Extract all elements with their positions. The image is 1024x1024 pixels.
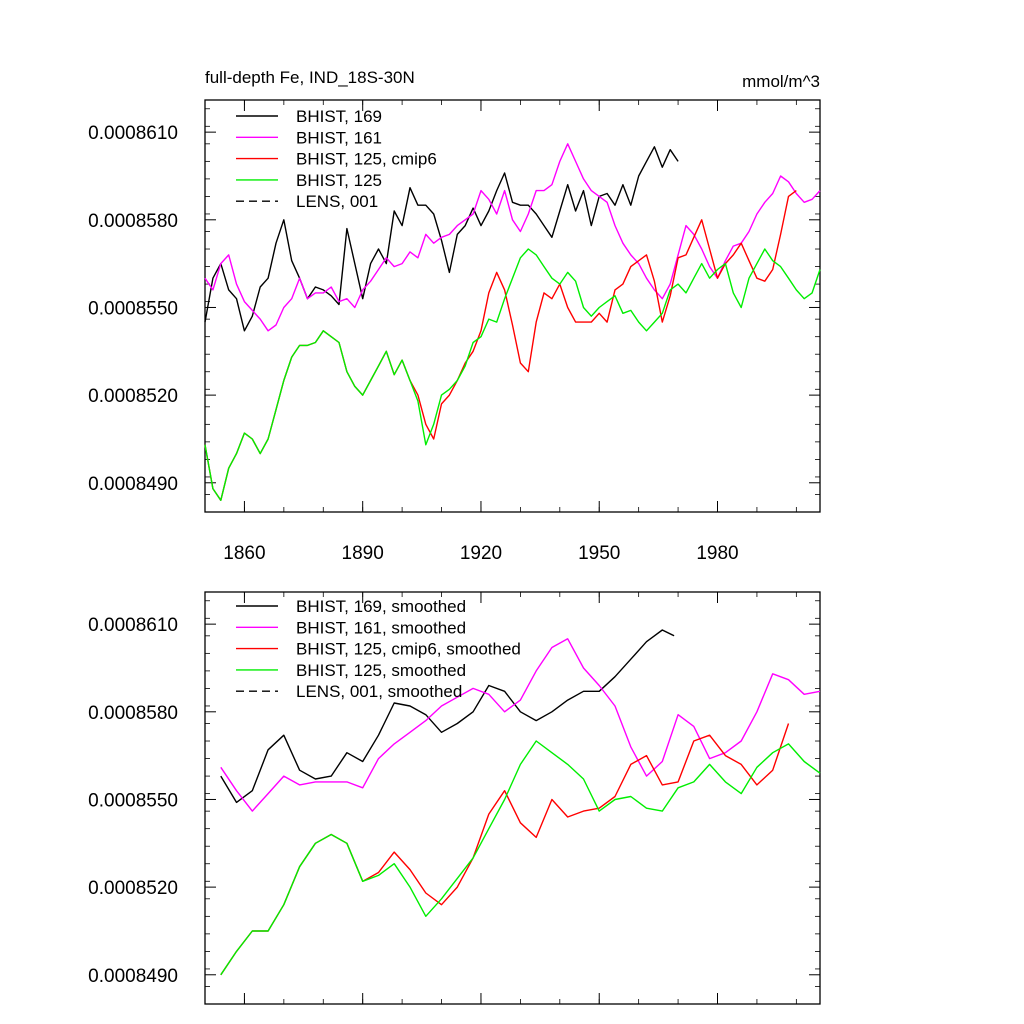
legend-label: BHIST, 169 — [296, 107, 382, 126]
top-panel: 0.0008490 0.0008520 0.0008550 0.0008580 0.00… — [88, 100, 820, 564]
legend-label: BHIST, 125 — [296, 171, 382, 190]
y-tick-label: 0.0008610 — [88, 615, 178, 636]
y-tick-label: 0.0008520 — [88, 386, 178, 407]
y-tick-label: 0.0008610 — [88, 123, 178, 144]
y-tick-label: 0.0008520 — [88, 878, 178, 899]
series-line-0 — [205, 147, 678, 331]
series-line-2 — [221, 724, 789, 975]
series-line-3 — [205, 249, 820, 500]
legend-label: LENS, 001, smoothed — [296, 682, 462, 701]
legend-label: LENS, 001 — [296, 192, 378, 211]
legend-label: BHIST, 125, cmip6, smoothed — [296, 640, 521, 659]
bottom-panel: 0.0008490 0.0008520 0.0008550 0.0008580 0.00… — [88, 592, 820, 1004]
y-tick-label: 0.0008490 — [88, 966, 178, 987]
units-label: mmol/m^3 — [742, 72, 820, 91]
y-tick-label: 0.0008490 — [88, 474, 178, 495]
figure: full-depth Fe, IND_18S-30N mmol/m^3 0.00… — [0, 0, 1024, 1024]
legend-label: BHIST, 125, smoothed — [296, 661, 466, 680]
legend-label: BHIST, 161, smoothed — [296, 618, 466, 637]
y-tick-label: 0.0008580 — [88, 703, 178, 724]
y-tick-label: 0.0008580 — [88, 211, 178, 232]
y-tick-label: 0.0008550 — [88, 298, 178, 319]
x-tick-label: 1980 — [696, 543, 738, 564]
series-line-2 — [205, 191, 796, 501]
legend-label: BHIST, 125, cmip6 — [296, 150, 437, 169]
legend-label: BHIST, 161 — [296, 128, 382, 147]
y-tick-label: 0.0008550 — [88, 790, 178, 811]
chart-title: full-depth Fe, IND_18S-30N — [205, 68, 415, 87]
x-tick-label: 1860 — [223, 543, 265, 564]
x-tick-label: 1890 — [342, 543, 384, 564]
x-tick-label: 1920 — [460, 543, 502, 564]
legend-label: BHIST, 169, smoothed — [296, 597, 466, 616]
x-tick-label: 1950 — [578, 543, 620, 564]
